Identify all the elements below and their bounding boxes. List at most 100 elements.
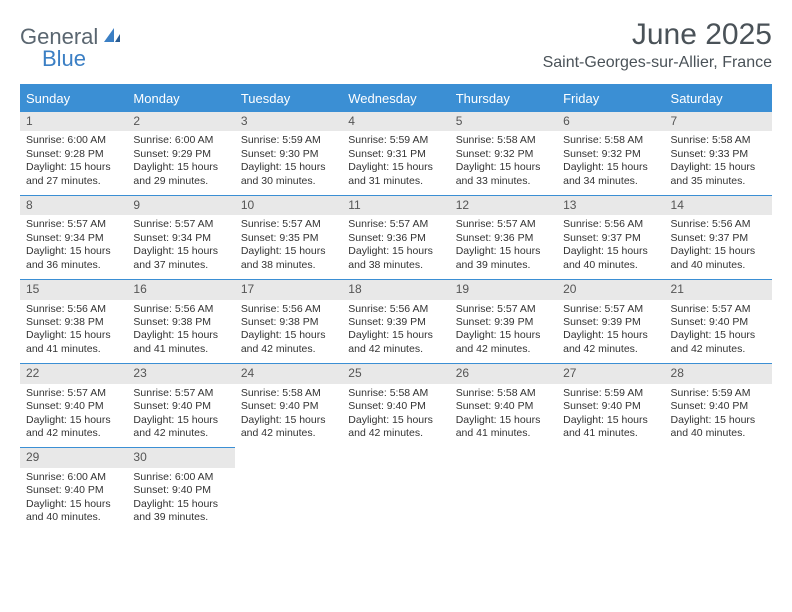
sunrise-text: Sunrise: 5:57 AM [26, 387, 121, 400]
day-body: Sunrise: 5:57 AMSunset: 9:40 PMDaylight:… [20, 384, 127, 448]
daylight-text-1: Daylight: 15 hours [241, 161, 336, 174]
calendar-row: 1Sunrise: 6:00 AMSunset: 9:28 PMDaylight… [20, 112, 772, 196]
daylight-text-1: Daylight: 15 hours [26, 329, 121, 342]
weekday-header: Tuesday [235, 85, 342, 112]
day-body: Sunrise: 6:00 AMSunset: 9:40 PMDaylight:… [127, 468, 234, 532]
calendar-cell: 6Sunrise: 5:58 AMSunset: 9:32 PMDaylight… [557, 112, 664, 196]
sunrise-text: Sunrise: 5:58 AM [456, 134, 551, 147]
sunrise-text: Sunrise: 5:58 AM [241, 387, 336, 400]
sunset-text: Sunset: 9:38 PM [241, 316, 336, 329]
day-body: Sunrise: 5:56 AMSunset: 9:38 PMDaylight:… [127, 300, 234, 364]
sunrise-text: Sunrise: 5:57 AM [133, 218, 228, 231]
daylight-text-2: and 41 minutes. [133, 343, 228, 356]
day-body: Sunrise: 5:59 AMSunset: 9:40 PMDaylight:… [557, 384, 664, 448]
day-body: Sunrise: 5:58 AMSunset: 9:40 PMDaylight:… [342, 384, 449, 448]
daylight-text-1: Daylight: 15 hours [26, 498, 121, 511]
calendar-cell: 26Sunrise: 5:58 AMSunset: 9:40 PMDayligh… [450, 364, 557, 448]
daylight-text-1: Daylight: 15 hours [563, 414, 658, 427]
sunrise-text: Sunrise: 5:57 AM [26, 218, 121, 231]
calendar-cell: 1Sunrise: 6:00 AMSunset: 9:28 PMDaylight… [20, 112, 127, 196]
daylight-text-2: and 42 minutes. [348, 427, 443, 440]
daylight-text-1: Daylight: 15 hours [26, 245, 121, 258]
calendar-cell: 13Sunrise: 5:56 AMSunset: 9:37 PMDayligh… [557, 196, 664, 280]
sunset-text: Sunset: 9:34 PM [26, 232, 121, 245]
day-body: Sunrise: 5:58 AMSunset: 9:40 PMDaylight:… [235, 384, 342, 448]
day-number: 21 [665, 280, 772, 299]
daylight-text-1: Daylight: 15 hours [671, 161, 766, 174]
daylight-text-1: Daylight: 15 hours [456, 245, 551, 258]
calendar-cell: 3Sunrise: 5:59 AMSunset: 9:30 PMDaylight… [235, 112, 342, 196]
day-body: Sunrise: 5:57 AMSunset: 9:36 PMDaylight:… [450, 215, 557, 279]
day-body: Sunrise: 5:57 AMSunset: 9:34 PMDaylight:… [127, 215, 234, 279]
day-number: 3 [235, 112, 342, 131]
daylight-text-2: and 41 minutes. [456, 427, 551, 440]
daylight-text-2: and 39 minutes. [133, 511, 228, 524]
sunset-text: Sunset: 9:40 PM [26, 484, 121, 497]
sunset-text: Sunset: 9:40 PM [348, 400, 443, 413]
calendar-cell: 9Sunrise: 5:57 AMSunset: 9:34 PMDaylight… [127, 196, 234, 280]
sunset-text: Sunset: 9:38 PM [26, 316, 121, 329]
daylight-text-1: Daylight: 15 hours [348, 329, 443, 342]
daylight-text-2: and 42 minutes. [563, 343, 658, 356]
calendar-row: 22Sunrise: 5:57 AMSunset: 9:40 PMDayligh… [20, 364, 772, 448]
daylight-text-2: and 30 minutes. [241, 175, 336, 188]
calendar-cell: 8 Sunrise: 5:57 AMSunset: 9:34 PMDaylight… [20, 196, 127, 280]
calendar-table: Sunday Monday Tuesday Wednesday Thursday… [20, 84, 772, 532]
calendar-cell [665, 448, 772, 532]
sunset-text: Sunset: 9:37 PM [563, 232, 658, 245]
sunrise-text: Sunrise: 5:57 AM [241, 218, 336, 231]
calendar-cell [450, 448, 557, 532]
daylight-text-2: and 37 minutes. [133, 259, 228, 272]
sunrise-text: Sunrise: 5:59 AM [348, 134, 443, 147]
daylight-text-2: and 36 minutes. [26, 259, 121, 272]
calendar-cell: 18Sunrise: 5:56 AMSunset: 9:39 PMDayligh… [342, 280, 449, 364]
day-number: 25 [342, 364, 449, 383]
daylight-text-1: Daylight: 15 hours [348, 414, 443, 427]
sunrise-text: Sunrise: 5:59 AM [241, 134, 336, 147]
calendar-row: 29Sunrise: 6:00 AMSunset: 9:40 PMDayligh… [20, 448, 772, 532]
daylight-text-1: Daylight: 15 hours [26, 414, 121, 427]
day-body: Sunrise: 5:57 AMSunset: 9:36 PMDaylight:… [342, 215, 449, 279]
daylight-text-2: and 42 minutes. [456, 343, 551, 356]
calendar-cell [342, 448, 449, 532]
sunrise-text: Sunrise: 5:58 AM [671, 134, 766, 147]
calendar-cell: 2Sunrise: 6:00 AMSunset: 9:29 PMDaylight… [127, 112, 234, 196]
day-number: 15 [20, 280, 127, 299]
calendar-cell: 7Sunrise: 5:58 AMSunset: 9:33 PMDaylight… [665, 112, 772, 196]
daylight-text-2: and 42 minutes. [241, 343, 336, 356]
daylight-text-2: and 38 minutes. [348, 259, 443, 272]
day-number: 14 [665, 196, 772, 215]
calendar-cell: 28Sunrise: 5:59 AMSunset: 9:40 PMDayligh… [665, 364, 772, 448]
daylight-text-1: Daylight: 15 hours [133, 498, 228, 511]
day-number: 28 [665, 364, 772, 383]
day-number: 8 [20, 196, 127, 215]
calendar-cell: 11Sunrise: 5:57 AMSunset: 9:36 PMDayligh… [342, 196, 449, 280]
sunset-text: Sunset: 9:39 PM [456, 316, 551, 329]
daylight-text-2: and 41 minutes. [563, 427, 658, 440]
daylight-text-2: and 42 minutes. [26, 427, 121, 440]
daylight-text-1: Daylight: 15 hours [133, 414, 228, 427]
daylight-text-2: and 29 minutes. [133, 175, 228, 188]
daylight-text-2: and 42 minutes. [348, 343, 443, 356]
day-number: 12 [450, 196, 557, 215]
day-number: 1 [20, 112, 127, 131]
sunset-text: Sunset: 9:40 PM [671, 400, 766, 413]
calendar-cell: 5Sunrise: 5:58 AMSunset: 9:32 PMDaylight… [450, 112, 557, 196]
calendar-cell: 27Sunrise: 5:59 AMSunset: 9:40 PMDayligh… [557, 364, 664, 448]
calendar-cell: 14Sunrise: 5:56 AMSunset: 9:37 PMDayligh… [665, 196, 772, 280]
day-number: 10 [235, 196, 342, 215]
daylight-text-2: and 42 minutes. [133, 427, 228, 440]
daylight-text-2: and 40 minutes. [671, 259, 766, 272]
daylight-text-1: Daylight: 15 hours [348, 161, 443, 174]
day-number: 24 [235, 364, 342, 383]
sunset-text: Sunset: 9:40 PM [456, 400, 551, 413]
sunset-text: Sunset: 9:35 PM [241, 232, 336, 245]
calendar-cell: 10Sunrise: 5:57 AMSunset: 9:35 PMDayligh… [235, 196, 342, 280]
day-number: 30 [127, 448, 234, 467]
sunset-text: Sunset: 9:32 PM [456, 148, 551, 161]
day-body: Sunrise: 6:00 AMSunset: 9:29 PMDaylight:… [127, 131, 234, 195]
sunset-text: Sunset: 9:39 PM [348, 316, 443, 329]
daylight-text-2: and 40 minutes. [26, 511, 121, 524]
weekday-header: Saturday [665, 85, 772, 112]
sunrise-text: Sunrise: 5:57 AM [348, 218, 443, 231]
